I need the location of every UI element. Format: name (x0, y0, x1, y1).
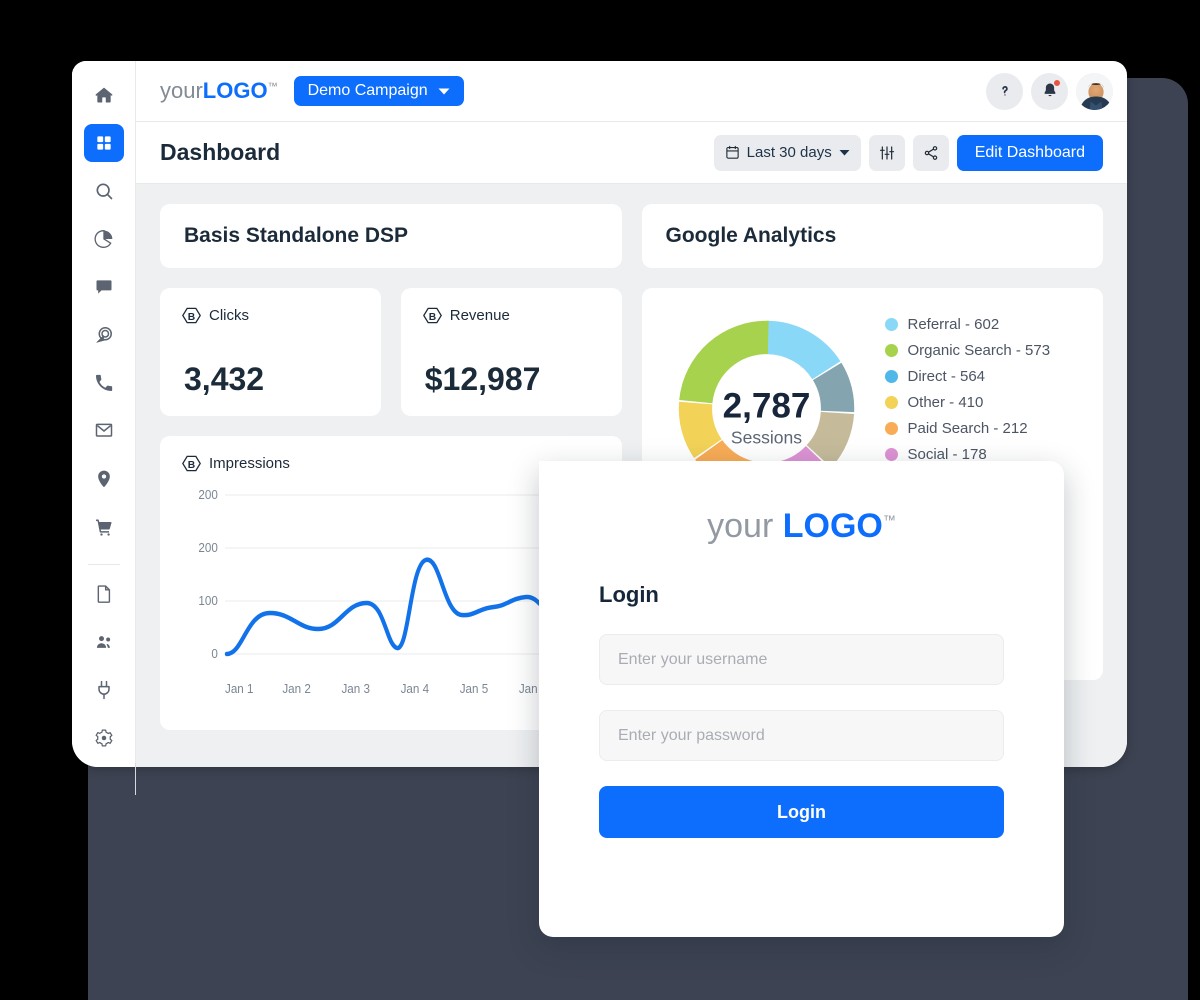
svg-text:Sessions: Sessions (730, 428, 801, 448)
svg-text:Jan 1: Jan 1 (225, 681, 254, 696)
svg-text:2,787: 2,787 (722, 386, 810, 425)
svg-text:200: 200 (198, 487, 218, 502)
svg-text:B: B (188, 312, 195, 323)
svg-text:Jan 5: Jan 5 (460, 681, 489, 696)
svg-text:Jan 4: Jan 4 (401, 681, 430, 696)
svg-text:B: B (188, 460, 195, 471)
svg-text:0: 0 (211, 646, 218, 661)
svg-text:Jan 2: Jan 2 (282, 681, 311, 696)
svg-text:100: 100 (198, 593, 218, 608)
svg-text:Jan 3: Jan 3 (341, 681, 370, 696)
svg-text:200: 200 (198, 540, 218, 555)
svg-text:B: B (429, 312, 436, 323)
